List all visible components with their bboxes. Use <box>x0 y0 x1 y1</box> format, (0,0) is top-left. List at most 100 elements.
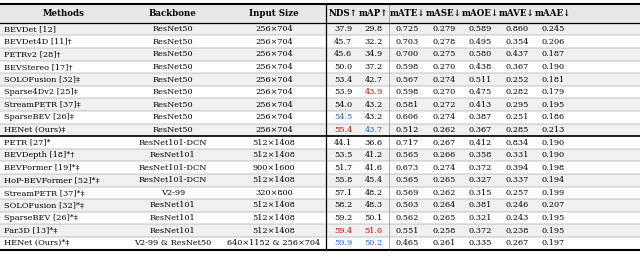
Text: 45.7: 45.7 <box>334 38 352 46</box>
Bar <box>0 23 640 35</box>
Text: 0.562: 0.562 <box>396 214 419 222</box>
Text: 0.262: 0.262 <box>432 189 456 197</box>
Text: V2-99: V2-99 <box>161 189 185 197</box>
Text: 256×704: 256×704 <box>255 113 292 121</box>
Text: 0.700: 0.700 <box>396 50 419 58</box>
Bar <box>0 35 640 48</box>
Text: 0.199: 0.199 <box>541 189 565 197</box>
Text: HoP-BEVFormer [52]*‡: HoP-BEVFormer [52]*‡ <box>4 176 100 184</box>
Text: 32.2: 32.2 <box>365 38 383 46</box>
Text: 0.331: 0.331 <box>505 151 529 159</box>
Text: ResNet101: ResNet101 <box>150 227 196 235</box>
Text: mAOE↓: mAOE↓ <box>461 9 499 18</box>
Text: 256×704: 256×704 <box>255 50 292 58</box>
Text: 42.7: 42.7 <box>365 76 383 84</box>
Text: 900×1600: 900×1600 <box>253 164 295 172</box>
Text: 54.5: 54.5 <box>334 113 352 121</box>
Text: 51.0: 51.0 <box>365 227 383 235</box>
Text: 512×1408: 512×1408 <box>253 139 295 146</box>
Text: 0.465: 0.465 <box>396 239 419 247</box>
Text: 48.2: 48.2 <box>365 189 383 197</box>
Text: 0.274: 0.274 <box>432 113 456 121</box>
Text: 0.274: 0.274 <box>432 164 456 172</box>
Text: 0.198: 0.198 <box>541 164 565 172</box>
Text: 0.266: 0.266 <box>432 151 456 159</box>
Text: 0.475: 0.475 <box>468 88 492 96</box>
Text: 0.197: 0.197 <box>541 239 565 247</box>
Text: 59.2: 59.2 <box>334 214 352 222</box>
Text: ResNet50: ResNet50 <box>152 38 193 46</box>
Text: 0.261: 0.261 <box>432 239 456 247</box>
Text: 0.257: 0.257 <box>505 189 529 197</box>
Text: 0.258: 0.258 <box>432 227 456 235</box>
Text: 29.8: 29.8 <box>365 25 383 33</box>
Text: 0.503: 0.503 <box>396 201 419 209</box>
Text: BEVDepth [18]*†: BEVDepth [18]*† <box>4 151 75 159</box>
Text: 0.194: 0.194 <box>541 176 565 184</box>
Text: mAP↑: mAP↑ <box>359 9 388 18</box>
Bar <box>0 136 640 149</box>
Bar <box>0 174 640 187</box>
Bar <box>0 48 640 61</box>
Text: HENet (Ours)‡: HENet (Ours)‡ <box>4 126 66 134</box>
Bar <box>0 73 640 86</box>
Text: 0.394: 0.394 <box>505 164 529 172</box>
Text: 37.2: 37.2 <box>365 63 383 71</box>
Text: 256×704: 256×704 <box>255 76 292 84</box>
Bar <box>0 212 640 224</box>
Bar <box>0 4 640 23</box>
Text: Sparse4Dv2 [25]‡: Sparse4Dv2 [25]‡ <box>4 88 78 96</box>
Text: 0.372: 0.372 <box>468 164 492 172</box>
Text: 0.246: 0.246 <box>505 201 529 209</box>
Text: 0.265: 0.265 <box>432 176 456 184</box>
Text: 0.272: 0.272 <box>432 101 456 109</box>
Text: V2-99 & ResNet50: V2-99 & ResNet50 <box>134 239 211 247</box>
Text: 55.4: 55.4 <box>334 126 352 134</box>
Text: ResNet50: ResNet50 <box>152 76 193 84</box>
Text: 0.321: 0.321 <box>468 214 492 222</box>
Text: 34.9: 34.9 <box>365 50 383 58</box>
Text: StreamPETR [37]‡: StreamPETR [37]‡ <box>4 101 81 109</box>
Text: Backbone: Backbone <box>149 9 196 18</box>
Text: ResNet50: ResNet50 <box>152 126 193 134</box>
Text: 50.1: 50.1 <box>365 214 383 222</box>
Text: 0.270: 0.270 <box>432 63 456 71</box>
Text: 0.245: 0.245 <box>541 25 565 33</box>
Text: 0.179: 0.179 <box>541 88 565 96</box>
Text: 0.580: 0.580 <box>468 50 492 58</box>
Text: 0.589: 0.589 <box>468 25 492 33</box>
Text: 44.1: 44.1 <box>334 139 352 146</box>
Text: 256×704: 256×704 <box>255 126 292 134</box>
Text: 0.295: 0.295 <box>505 101 529 109</box>
Text: 36.6: 36.6 <box>365 139 383 146</box>
Text: 59.9: 59.9 <box>334 239 352 247</box>
Text: 50.0: 50.0 <box>334 63 352 71</box>
Text: 0.207: 0.207 <box>541 201 565 209</box>
Text: mASE↓: mASE↓ <box>426 9 462 18</box>
Text: 0.181: 0.181 <box>541 76 565 84</box>
Text: SparseBEV [26]‡: SparseBEV [26]‡ <box>4 113 74 121</box>
Text: 43.7: 43.7 <box>365 126 383 134</box>
Text: 256×704: 256×704 <box>255 38 292 46</box>
Text: 41.2: 41.2 <box>365 151 383 159</box>
Text: ResNet101: ResNet101 <box>150 201 196 209</box>
Text: 0.606: 0.606 <box>396 113 419 121</box>
Text: 512×1408: 512×1408 <box>253 151 295 159</box>
Text: 0.195: 0.195 <box>541 227 565 235</box>
Text: Methods: Methods <box>43 9 84 18</box>
Text: Far3D [13]*‡: Far3D [13]*‡ <box>4 227 58 235</box>
Bar <box>0 149 640 161</box>
Text: BEVFormer [19]*‡: BEVFormer [19]*‡ <box>4 164 80 172</box>
Text: 50.2: 50.2 <box>365 239 383 247</box>
Text: 0.412: 0.412 <box>468 139 492 146</box>
Text: 0.190: 0.190 <box>541 139 565 146</box>
Text: Input Size: Input Size <box>249 9 299 18</box>
Text: 0.270: 0.270 <box>432 88 456 96</box>
Text: 54.0: 54.0 <box>334 101 352 109</box>
Text: 0.187: 0.187 <box>541 50 565 58</box>
Bar <box>0 187 640 199</box>
Text: 0.551: 0.551 <box>396 227 419 235</box>
Text: 0.673: 0.673 <box>396 164 419 172</box>
Text: 0.278: 0.278 <box>432 38 456 46</box>
Text: 0.581: 0.581 <box>396 101 419 109</box>
